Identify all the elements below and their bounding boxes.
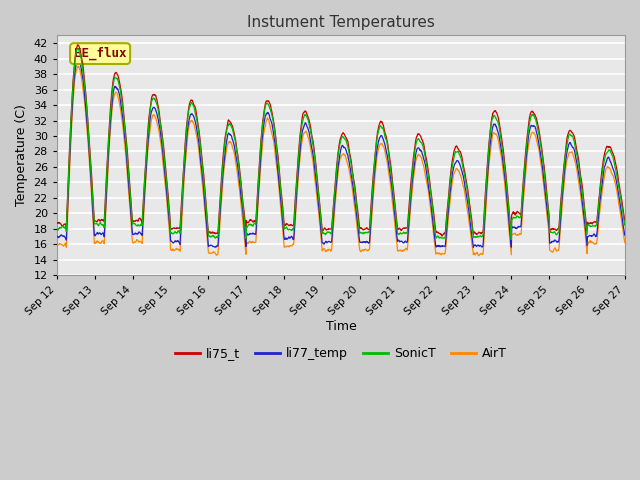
Title: Instument Temperatures: Instument Temperatures	[247, 15, 435, 30]
Legend: li75_t, li77_temp, SonicT, AirT: li75_t, li77_temp, SonicT, AirT	[170, 342, 512, 365]
X-axis label: Time: Time	[326, 320, 356, 333]
Y-axis label: Temperature (C): Temperature (C)	[15, 105, 28, 206]
Text: EE_flux: EE_flux	[74, 47, 126, 60]
